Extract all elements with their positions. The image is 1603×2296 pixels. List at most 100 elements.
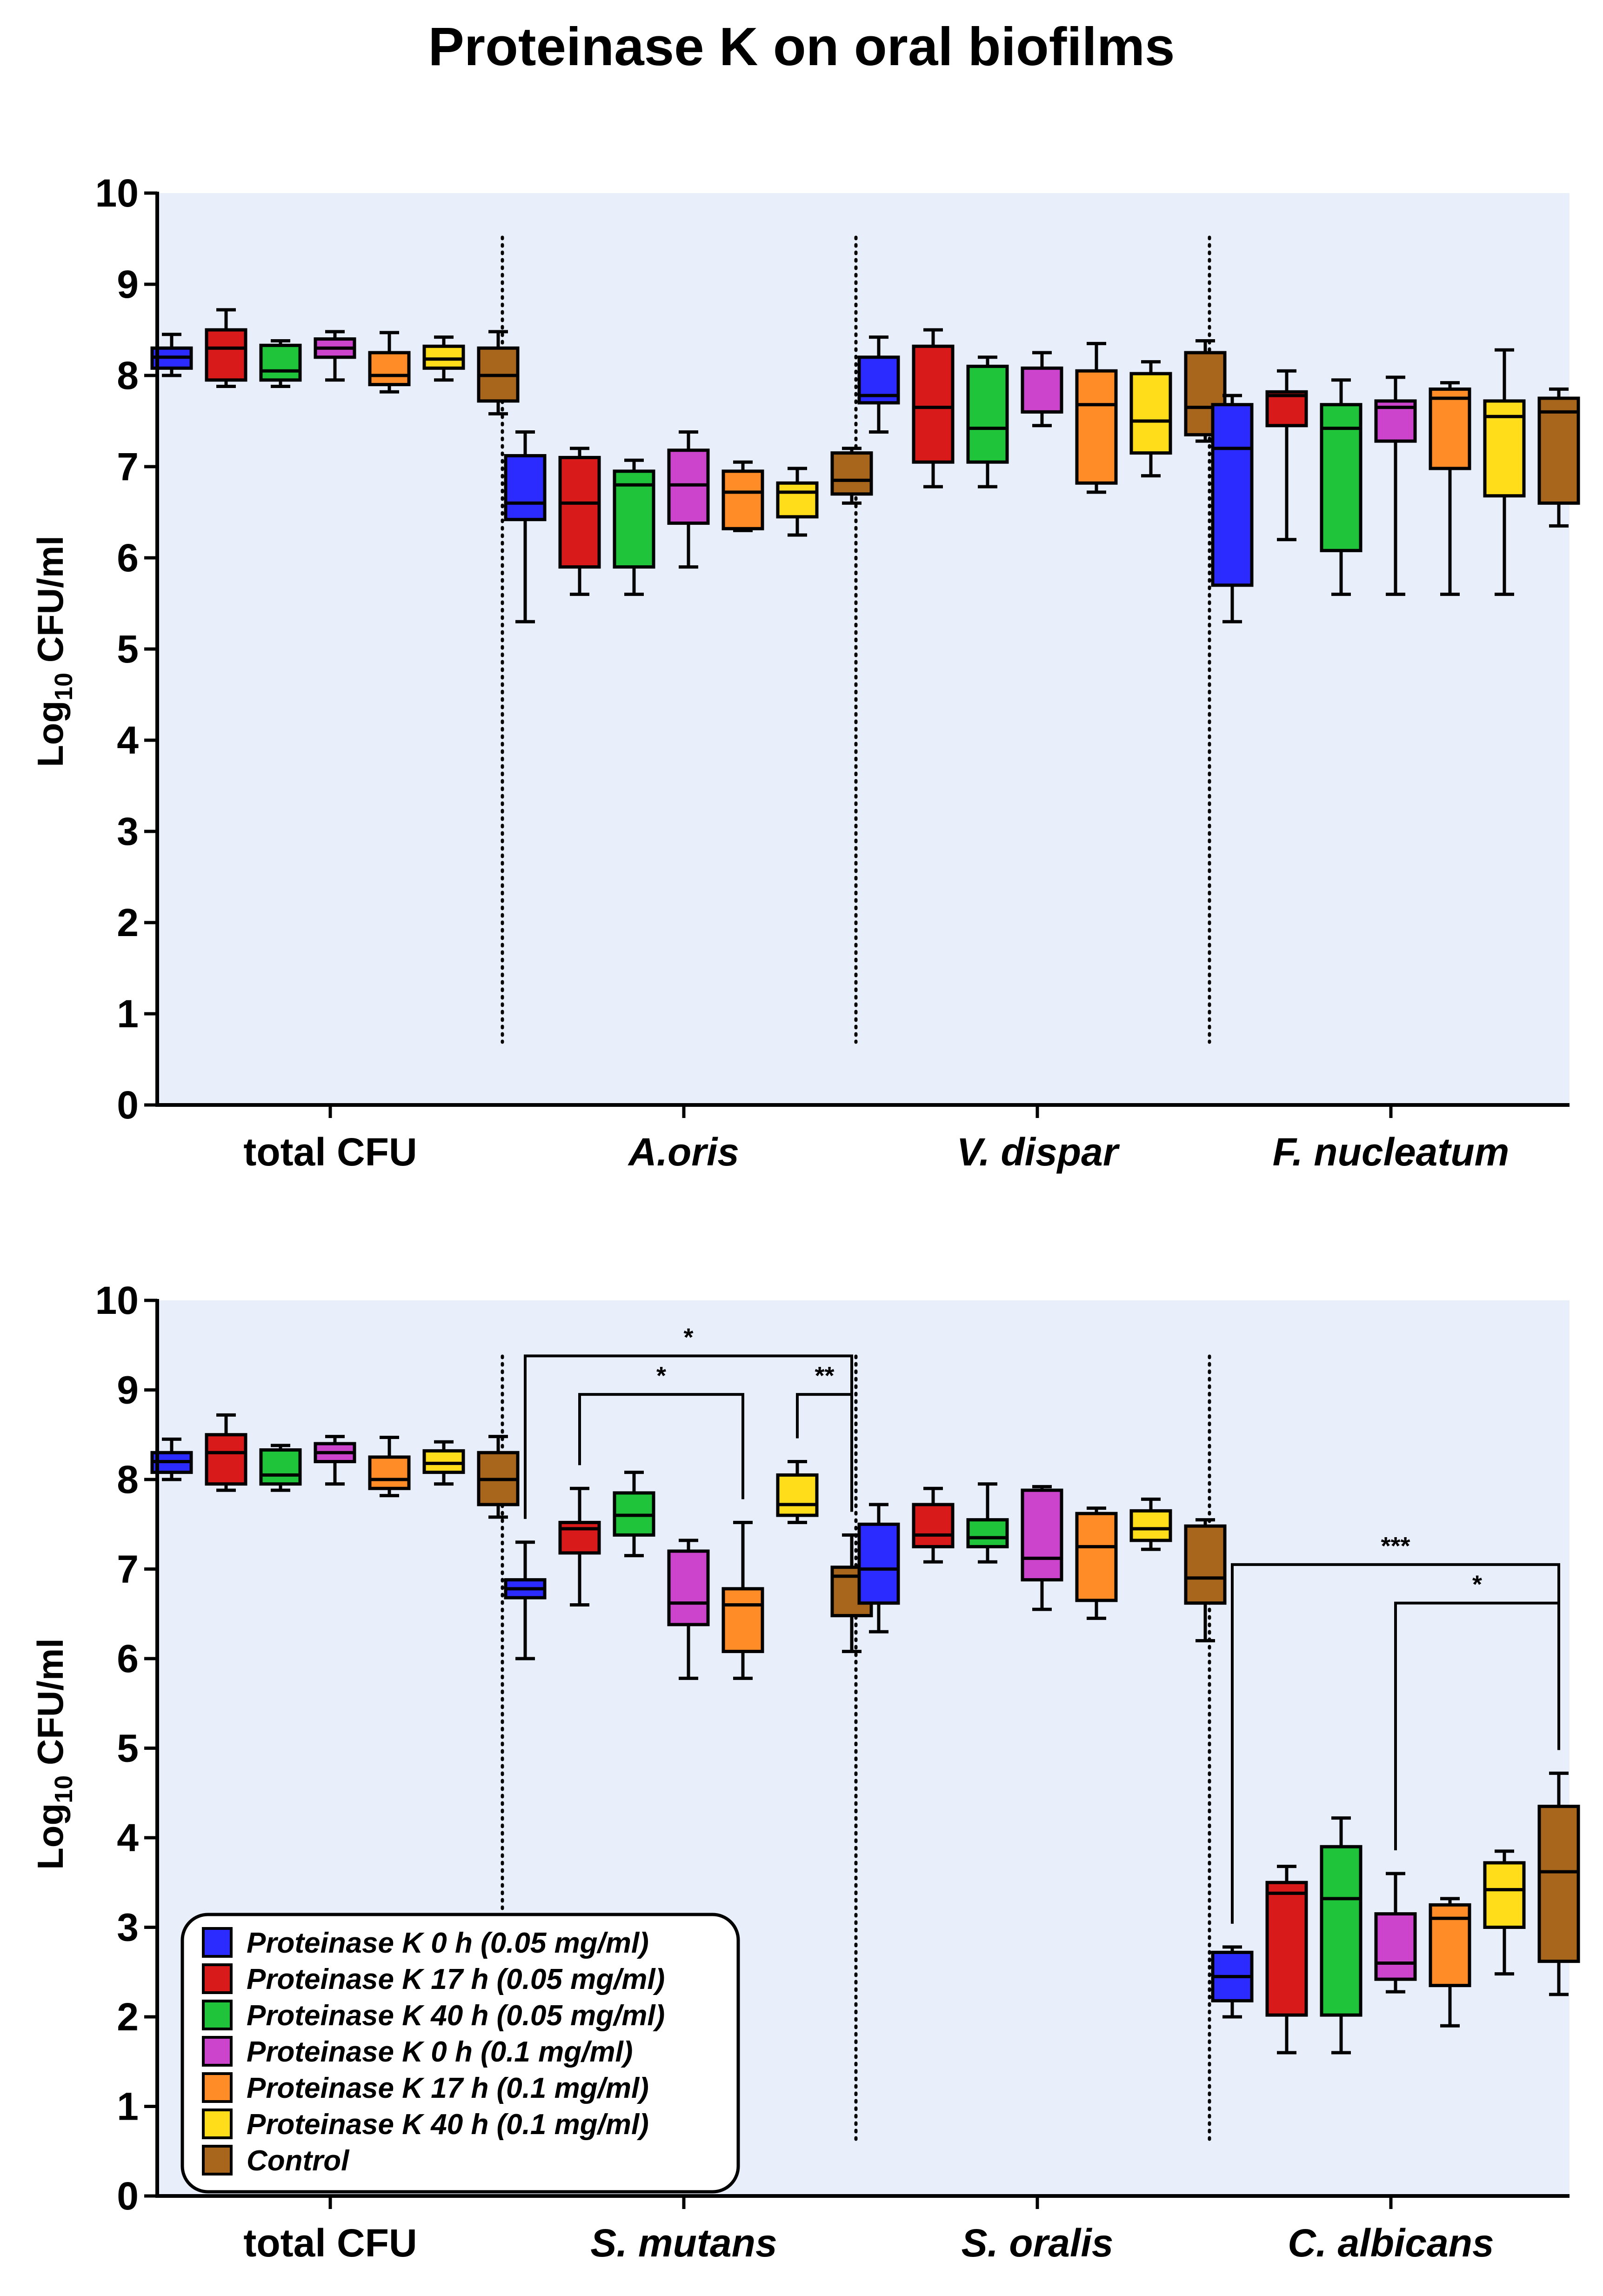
legend-label: Proteinase K 0 h (0.1 mg/ml) <box>247 2036 633 2068</box>
y-tick-label: 6 <box>117 536 139 580</box>
box-iqr <box>912 1503 955 1548</box>
box-plot <box>721 1520 764 1680</box>
y-axis-label-unit: CFU/ml <box>30 1638 71 1775</box>
x-category-label: S. oralis <box>962 2221 1114 2265</box>
box-iqr <box>558 455 601 569</box>
y-tick-label: 7 <box>117 1547 139 1591</box>
y-tick-label: 3 <box>117 1906 139 1949</box>
box-iqr <box>558 1520 601 1555</box>
box-iqr <box>1021 1488 1063 1582</box>
box-plot <box>504 430 547 623</box>
box-plot <box>1265 1865 1308 2055</box>
box-iqr <box>613 469 655 569</box>
box-iqr <box>721 469 764 530</box>
legend-label: Proteinase K 40 h (0.1 mg/ml) <box>247 2109 649 2141</box>
box-iqr <box>422 344 465 370</box>
box-iqr <box>504 454 547 522</box>
y-tick-label: 1 <box>117 2085 139 2129</box>
y-tick-label: 1 <box>117 992 139 1036</box>
legend-label: Proteinase K 17 h (0.1 mg/ml) <box>247 2072 649 2104</box>
box-plot <box>205 308 247 388</box>
x-category-label: A.oris <box>628 1130 739 1174</box>
box-plot <box>1075 1506 1118 1620</box>
category-group <box>1211 1771 1580 2055</box>
box-iqr <box>776 481 819 519</box>
box-iqr <box>966 364 1009 464</box>
category-group <box>1211 348 1580 623</box>
significance-label: * <box>656 1362 666 1390</box>
legend-swatch <box>202 2036 233 2067</box>
legend-label: Proteinase K 17 h (0.05 mg/ml) <box>247 1963 665 1995</box>
legend-entry: Proteinase K 17 h (0.05 mg/ml) <box>202 1963 665 1995</box>
box-plot <box>368 1436 411 1498</box>
bracket-line <box>578 1393 744 1499</box>
box-iqr <box>1320 403 1363 552</box>
box-plot <box>857 1503 900 1633</box>
box-plot <box>259 339 302 388</box>
box-plot <box>1265 369 1308 542</box>
box-plot <box>314 1435 356 1486</box>
box-iqr <box>776 1473 819 1517</box>
box-plot <box>558 447 601 596</box>
box-iqr <box>1184 1524 1227 1605</box>
box-plot <box>368 331 411 394</box>
legend-label: Proteinase K 0 h (0.05 mg/ml) <box>247 1927 649 1959</box>
box-plot <box>477 1435 520 1519</box>
x-category-label: total CFU <box>243 1130 417 1174</box>
y-tick-label: 4 <box>117 718 139 762</box>
x-category-label: V. dispar <box>956 1130 1120 1174</box>
box-plot <box>830 447 873 505</box>
legend-entry: Proteinase K 40 h (0.05 mg/ml) <box>202 2000 665 2032</box>
box-plot <box>1483 1849 1526 1976</box>
legend-label: Control <box>247 2145 350 2177</box>
box-iqr <box>1537 396 1580 505</box>
box-iqr <box>205 328 247 382</box>
y-tick-label: 9 <box>117 262 139 306</box>
box-plot <box>1021 1485 1063 1611</box>
legend-entry: Proteinase K 0 h (0.1 mg/ml) <box>202 2036 633 2068</box>
bracket-line <box>796 1393 853 1512</box>
plot-area-background <box>157 193 1570 1105</box>
y-tick-label: 9 <box>117 1368 139 1412</box>
legend-swatch <box>202 2072 233 2103</box>
legend-frame <box>180 1913 740 2194</box>
box-plot <box>1129 360 1172 478</box>
box-plot <box>1374 375 1417 596</box>
box-plot <box>912 328 955 489</box>
y-tick-label: 0 <box>117 2174 139 2218</box>
box-iqr <box>857 1522 900 1605</box>
box-plot <box>477 330 520 415</box>
box-iqr <box>1129 372 1172 455</box>
significance-bracket: ** <box>796 1362 853 1512</box>
y-axis-label-subscript: 10 <box>50 1775 78 1803</box>
y-axis-label: Log10 CFU/ml <box>30 1638 78 1870</box>
category-group <box>504 430 873 623</box>
box-iqr <box>1211 403 1254 587</box>
box-iqr <box>1265 390 1308 428</box>
box-plot <box>966 355 1009 489</box>
y-tick-label: 0 <box>117 1083 139 1127</box>
box-iqr <box>259 1448 302 1486</box>
significance-label: * <box>683 1323 693 1351</box>
box-iqr <box>1537 1805 1580 1963</box>
box-iqr <box>368 351 411 387</box>
category-group <box>150 1413 520 1519</box>
box-plot <box>1211 394 1254 623</box>
box-plot <box>422 335 465 382</box>
box-plot <box>422 1440 465 1486</box>
box-plot <box>1537 387 1580 528</box>
box-plot <box>776 467 819 537</box>
y-tick-label: 4 <box>117 1816 139 1860</box>
category-group <box>150 308 520 415</box>
y-tick-label: 2 <box>117 901 139 944</box>
box-plot <box>912 1486 955 1564</box>
box-plot <box>1537 1771 1580 1996</box>
box-iqr <box>667 448 710 525</box>
box-plot <box>1320 1816 1363 2055</box>
box-iqr <box>368 1455 411 1490</box>
top-panel: 0 1 2 3 4 5 6 7 8 9 10 total CFU A.oris V. dispar F. n… <box>30 171 1580 1174</box>
box-iqr <box>259 343 302 382</box>
box-iqr <box>1075 369 1118 485</box>
y-tick-label: 5 <box>117 1727 139 1770</box>
